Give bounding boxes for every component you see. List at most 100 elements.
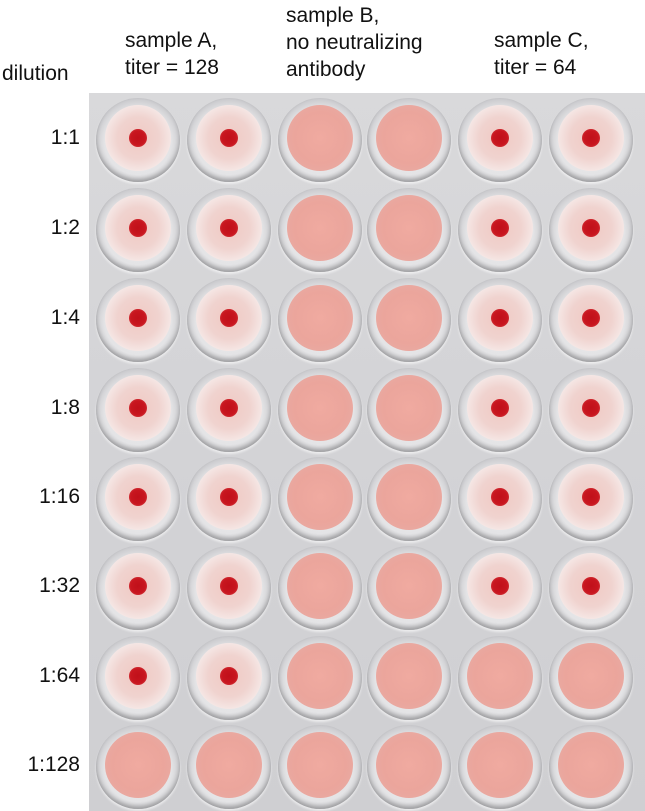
plate-well — [549, 188, 633, 272]
plate-well — [278, 457, 362, 541]
rbc-button-well — [196, 464, 262, 530]
plate-well — [278, 188, 362, 272]
microtiter-plate — [89, 93, 645, 811]
sample-b-title: sample B, — [286, 4, 380, 27]
plate-well — [458, 98, 542, 182]
sample-c-titer: titer = 64 — [494, 56, 577, 79]
plate-well — [278, 725, 362, 809]
plate-well — [96, 368, 180, 452]
sample-b-header: sample B, no neutralizing antibody — [286, 2, 423, 83]
dilution-label: 1:4 — [50, 306, 80, 329]
rbc-button-well — [467, 105, 533, 171]
plate-well — [458, 278, 542, 362]
rbc-button-well — [105, 643, 171, 709]
plate-well — [367, 188, 451, 272]
rbc-button-well — [467, 375, 533, 441]
dilution-label: 1:128 — [27, 753, 80, 776]
plate-well — [367, 725, 451, 809]
rbc-pellet-dot — [220, 488, 238, 506]
rbc-mat-well — [287, 105, 353, 171]
plate-well — [187, 98, 271, 182]
rbc-pellet-dot — [491, 129, 509, 147]
rbc-button-well — [467, 464, 533, 530]
rbc-pellet-dot — [582, 399, 600, 417]
rbc-mat-well — [287, 643, 353, 709]
rbc-button-well — [196, 375, 262, 441]
rbc-button-well — [196, 643, 262, 709]
plate-well — [367, 278, 451, 362]
rbc-mat-well — [376, 375, 442, 441]
rbc-pellet-dot — [582, 129, 600, 147]
plate-well — [187, 546, 271, 630]
rbc-mat-well — [287, 553, 353, 619]
rbc-mat-well — [376, 732, 442, 798]
rbc-mat-well — [558, 732, 624, 798]
rbc-pellet-dot — [129, 129, 147, 147]
rbc-button-well — [196, 195, 262, 261]
sample-a-header: sample A, titer = 128 — [125, 27, 219, 81]
plate-well — [96, 457, 180, 541]
plate-well — [458, 725, 542, 809]
dilution-label: 1:64 — [39, 664, 80, 687]
rbc-button-well — [558, 285, 624, 351]
rbc-pellet-dot — [491, 488, 509, 506]
plate-well — [96, 636, 180, 720]
rbc-pellet-dot — [129, 488, 147, 506]
sample-c-header: sample C, titer = 64 — [494, 27, 589, 81]
rbc-pellet-dot — [129, 577, 147, 595]
plate-well — [458, 636, 542, 720]
dilution-label: 1:8 — [50, 396, 80, 419]
rbc-button-well — [105, 195, 171, 261]
rbc-button-well — [467, 195, 533, 261]
plate-well — [187, 636, 271, 720]
plate-well — [278, 98, 362, 182]
rbc-mat-well — [467, 643, 533, 709]
plate-well — [549, 368, 633, 452]
rbc-mat-well — [287, 285, 353, 351]
rbc-button-well — [196, 105, 262, 171]
rbc-mat-well — [467, 732, 533, 798]
dilution-header: dilution — [2, 62, 69, 85]
rbc-button-well — [467, 553, 533, 619]
rbc-mat-well — [376, 105, 442, 171]
plate-well — [187, 457, 271, 541]
rbc-pellet-dot — [220, 577, 238, 595]
plate-well — [96, 98, 180, 182]
rbc-mat-well — [376, 464, 442, 530]
rbc-mat-well — [376, 195, 442, 261]
plate-well — [549, 636, 633, 720]
rbc-pellet-dot — [129, 219, 147, 237]
rbc-button-well — [467, 285, 533, 351]
plate-well — [367, 98, 451, 182]
rbc-pellet-dot — [582, 309, 600, 327]
plate-well — [96, 188, 180, 272]
rbc-button-well — [105, 105, 171, 171]
plate-well — [96, 278, 180, 362]
plate-well — [549, 278, 633, 362]
dilution-label: 1:16 — [39, 485, 80, 508]
rbc-pellet-dot — [129, 399, 147, 417]
plate-well — [367, 546, 451, 630]
rbc-mat-well — [287, 464, 353, 530]
dilution-label: 1:1 — [50, 126, 80, 149]
plate-well — [187, 188, 271, 272]
rbc-pellet-dot — [220, 667, 238, 685]
plate-well — [187, 368, 271, 452]
rbc-button-well — [558, 375, 624, 441]
rbc-pellet-dot — [220, 129, 238, 147]
plate-well — [187, 278, 271, 362]
rbc-button-well — [558, 464, 624, 530]
plate-well — [96, 725, 180, 809]
rbc-mat-well — [287, 195, 353, 261]
rbc-button-well — [105, 553, 171, 619]
plate-well — [549, 725, 633, 809]
rbc-pellet-dot — [220, 219, 238, 237]
rbc-pellet-dot — [129, 309, 147, 327]
rbc-pellet-dot — [582, 577, 600, 595]
plate-well — [96, 546, 180, 630]
rbc-button-well — [105, 285, 171, 351]
plate-well — [458, 188, 542, 272]
plate-well — [367, 636, 451, 720]
rbc-mat-well — [287, 375, 353, 441]
rbc-button-well — [558, 105, 624, 171]
